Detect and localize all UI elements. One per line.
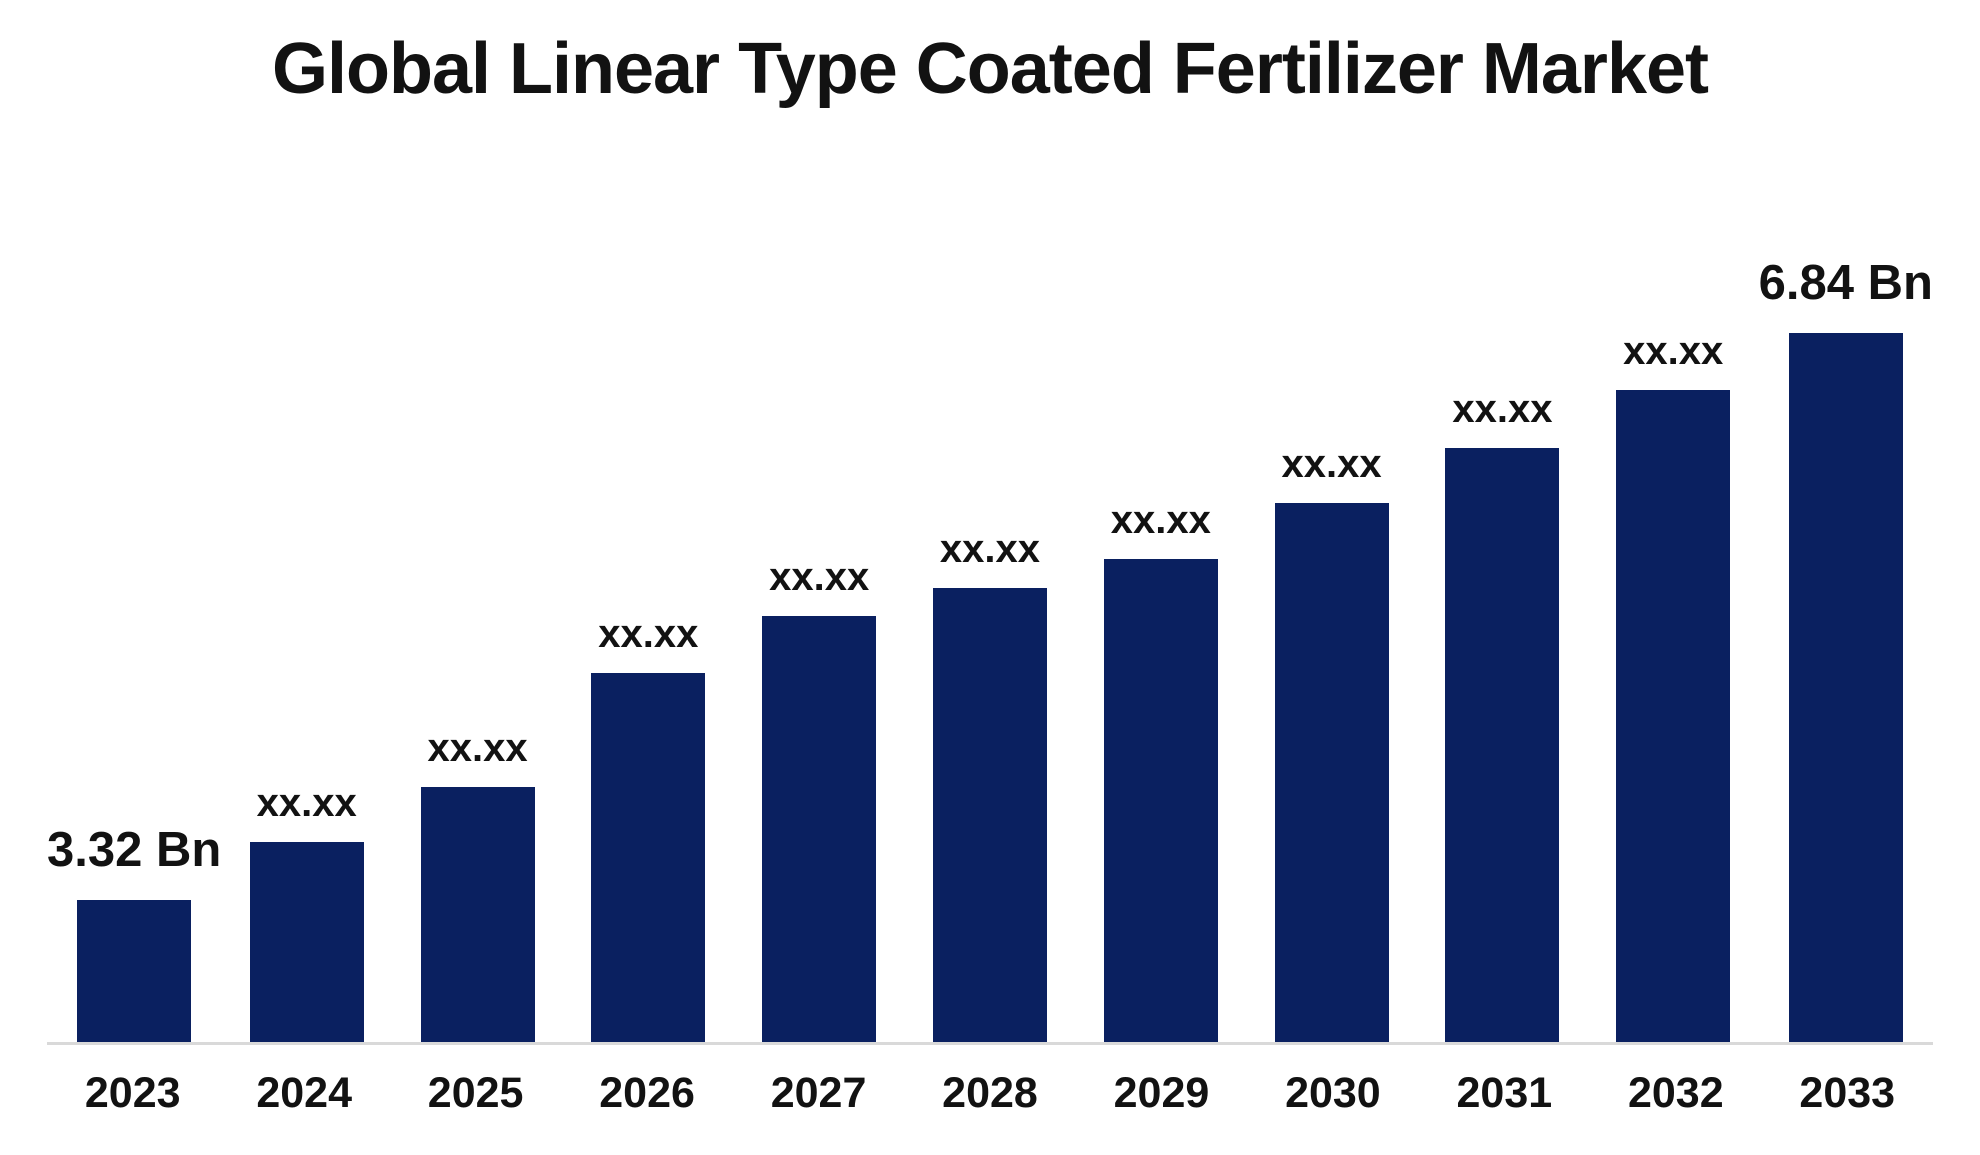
bar-2028 bbox=[932, 588, 1047, 1042]
value-label-2029: xx.xx bbox=[1110, 498, 1211, 542]
bar-column-2026: xx.xx bbox=[563, 0, 734, 1042]
bar-2031 bbox=[1445, 448, 1560, 1042]
bar-2032 bbox=[1616, 390, 1731, 1042]
bar-2023 bbox=[77, 900, 192, 1042]
x-axis-label-2033: 2033 bbox=[1799, 1069, 1896, 1117]
bar-column-2025: xx.xx bbox=[392, 0, 563, 1042]
bar-2027 bbox=[762, 616, 877, 1042]
chart-title: Global Linear Type Coated Fertilizer Mar… bbox=[271, 29, 1709, 109]
bar-2029 bbox=[1103, 559, 1218, 1042]
x-axis-label-2025: 2025 bbox=[427, 1069, 524, 1117]
plot-area: 3.32 Bn xx.xx xx.xx xx.xx xx.xx xx.xx xx.xx xx.… bbox=[47, 0, 1933, 1045]
x-axis-label-2031: 2031 bbox=[1456, 1069, 1553, 1117]
bar-2025 bbox=[420, 787, 535, 1042]
value-label-2027: xx.xx bbox=[769, 555, 870, 599]
bar-column-2023: 3.32 Bn bbox=[47, 0, 221, 1042]
bar-2026 bbox=[591, 673, 706, 1042]
bar-column-2024: xx.xx bbox=[221, 0, 392, 1042]
x-axis-label-2030: 2030 bbox=[1285, 1069, 1381, 1117]
bar-column-2031: xx.xx bbox=[1417, 0, 1588, 1042]
bar-2030 bbox=[1274, 503, 1389, 1042]
bar-column-2032: xx.xx bbox=[1588, 0, 1759, 1042]
value-label-2031: xx.xx bbox=[1452, 387, 1553, 431]
x-axis-label-2032: 2032 bbox=[1627, 1069, 1724, 1117]
value-label-2026: xx.xx bbox=[598, 612, 699, 656]
bar-2024 bbox=[249, 842, 364, 1042]
value-label-2028: xx.xx bbox=[939, 527, 1041, 571]
x-axis-label-2026: 2026 bbox=[599, 1069, 695, 1117]
value-label-2025: xx.xx bbox=[427, 726, 528, 770]
bar-column-2028: xx.xx bbox=[905, 0, 1076, 1042]
bar-column-2033: 6.84 Bn bbox=[1759, 0, 1933, 1042]
x-axis-label-2028: 2028 bbox=[942, 1069, 1038, 1117]
bar-column-2030: xx.xx bbox=[1246, 0, 1417, 1042]
bar-column-2029: xx.xx bbox=[1075, 0, 1246, 1042]
x-axis: 2023 2024 2025 2026 2027 2028 2029 2030 2031 2032… bbox=[47, 1072, 1933, 1115]
value-label-2032: xx.xx bbox=[1623, 329, 1724, 373]
value-label-2030: xx.xx bbox=[1281, 442, 1382, 486]
x-axis-label-2027: 2027 bbox=[770, 1069, 867, 1117]
x-axis-label-2029: 2029 bbox=[1113, 1069, 1210, 1117]
bar-2033 bbox=[1788, 333, 1903, 1042]
value-label-2024: xx.xx bbox=[256, 781, 357, 825]
value-label-2023: 3.32 Bn bbox=[47, 823, 222, 877]
x-axis-label-2023: 2023 bbox=[84, 1069, 181, 1117]
value-label-2033: 6.84 Bn bbox=[1758, 256, 1933, 310]
bar-column-2027: xx.xx bbox=[734, 0, 905, 1042]
x-axis-label-2024: 2024 bbox=[256, 1069, 353, 1117]
